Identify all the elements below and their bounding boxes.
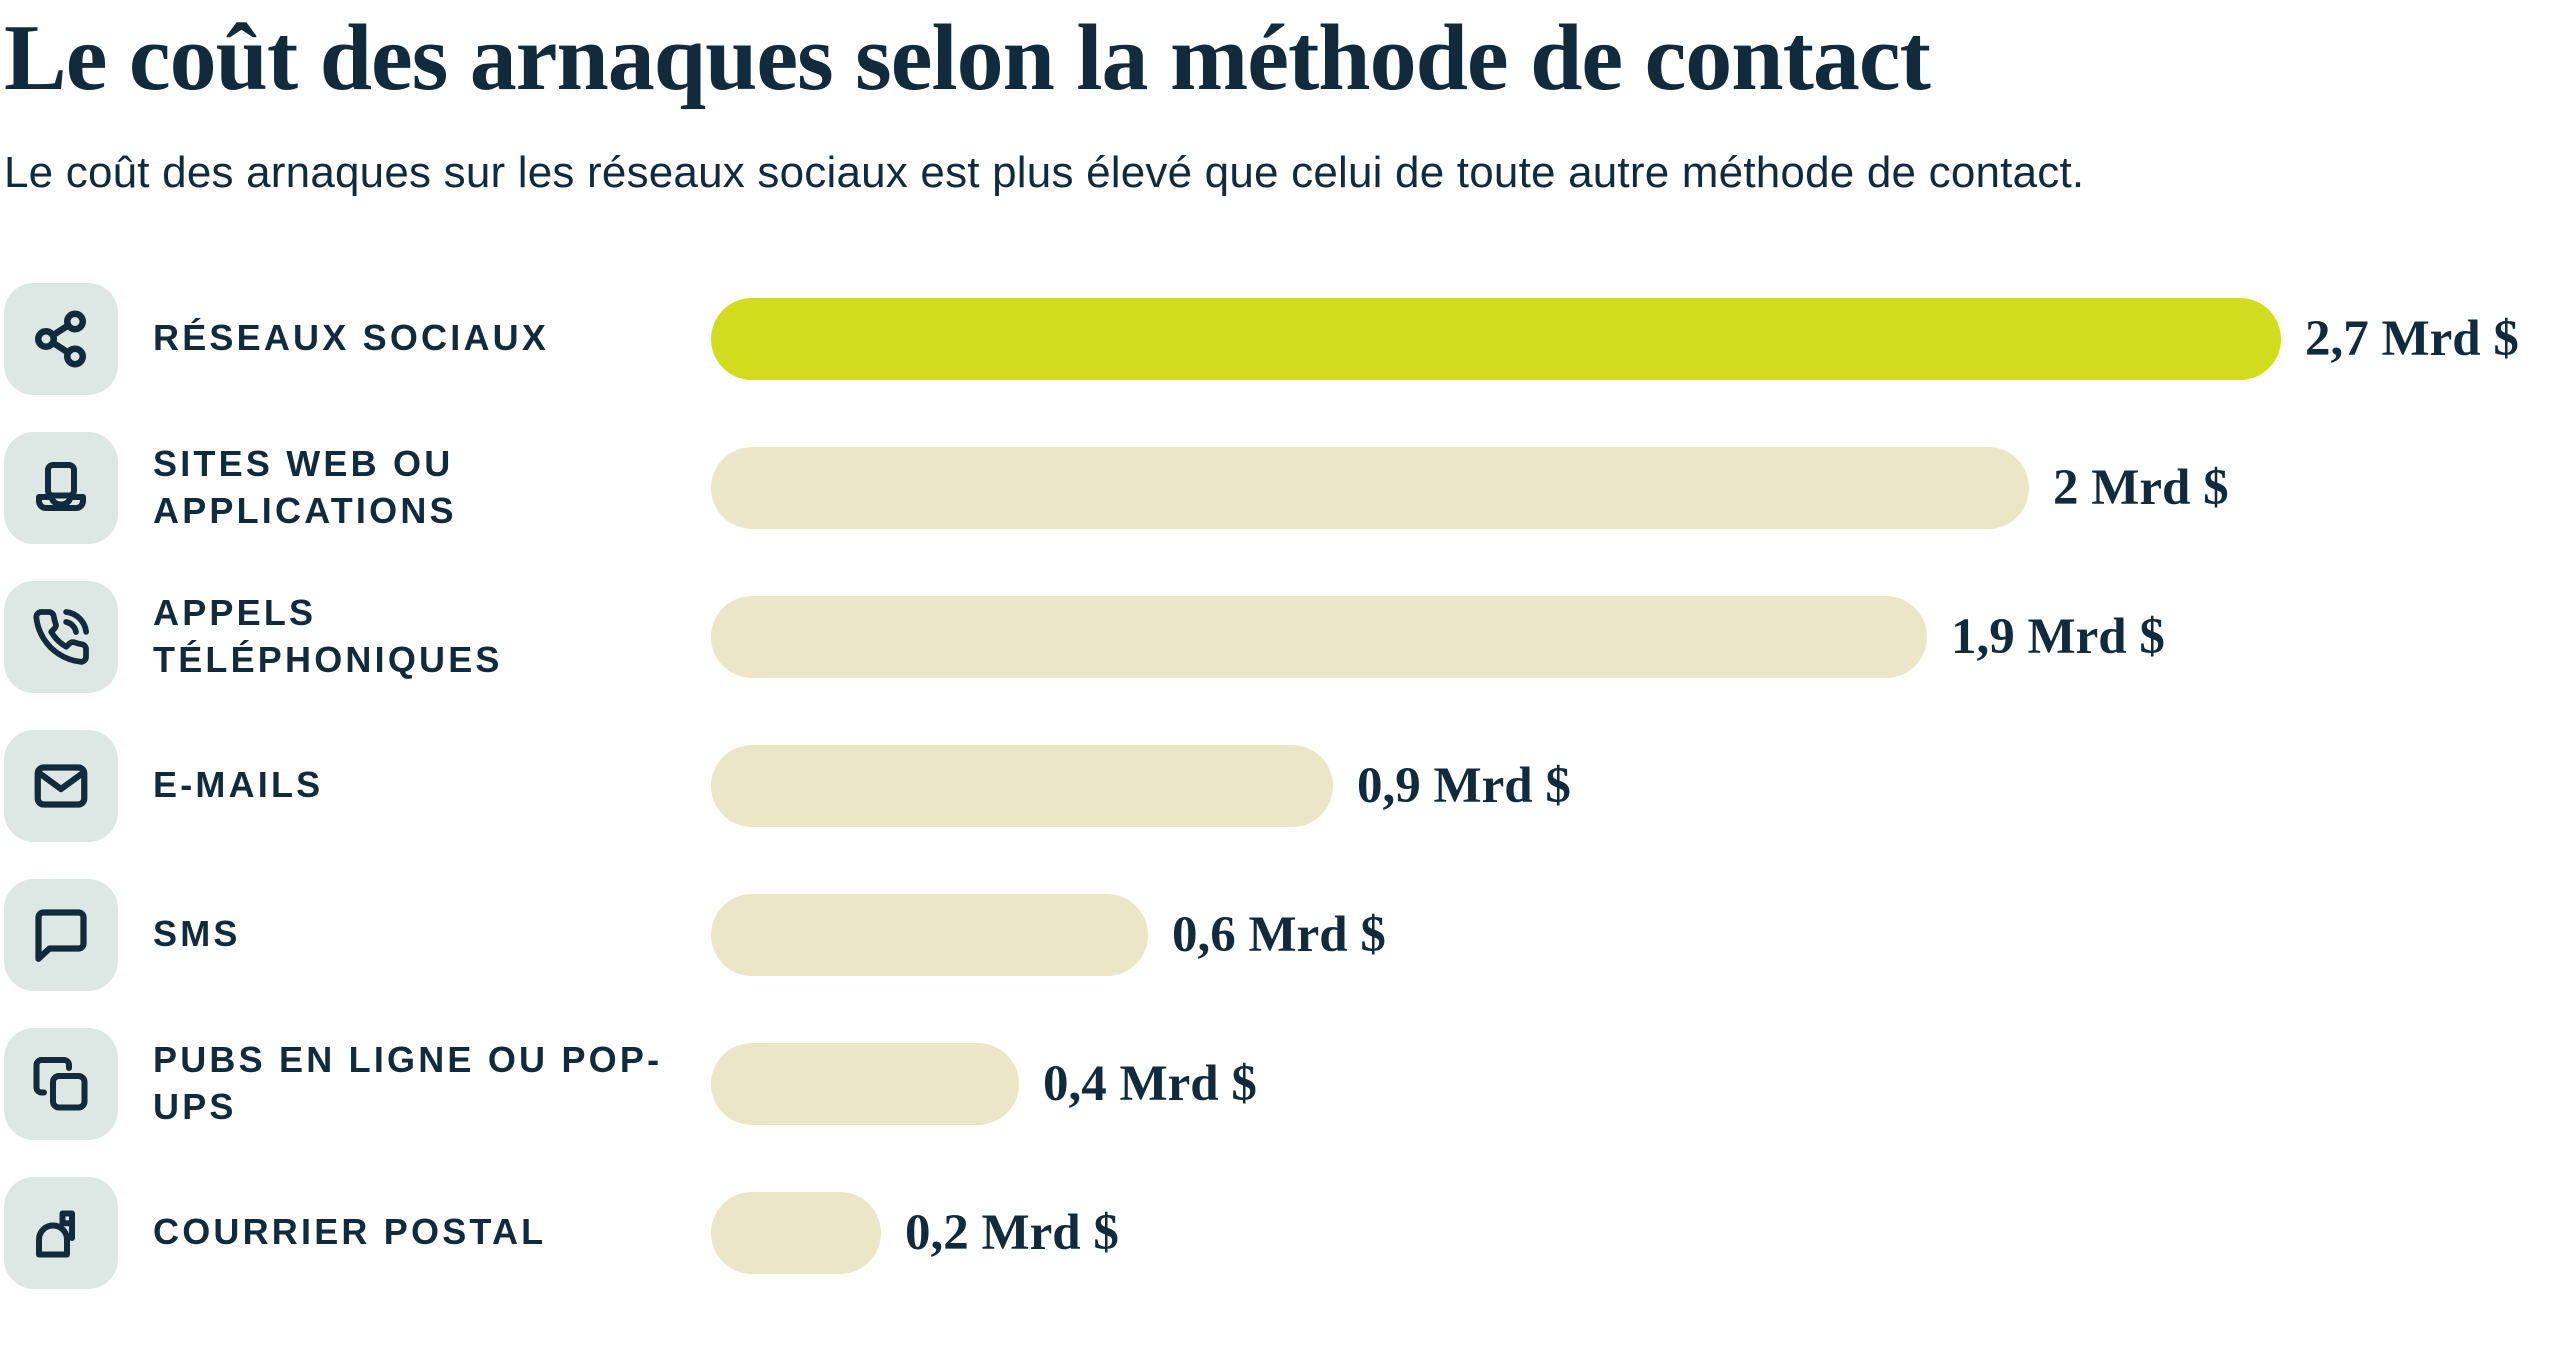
category-label: APPELS TÉLÉPHONIQUES [153, 591, 503, 680]
chart-row-appels: APPELS TÉLÉPHONIQUES 1,9 Mrd $ [4, 562, 2540, 711]
value-label: 0,9 Mrd $ [1357, 757, 1571, 814]
value-label: 2 Mrd $ [2053, 459, 2229, 516]
bar [711, 1191, 881, 1274]
bar-cell: 0,6 Mrd $ [711, 893, 2540, 976]
bar-cell: 2 Mrd $ [711, 446, 2540, 529]
chart-row-pubs: PUBS EN LIGNE OU POP-UPS 0,4 Mrd $ [4, 1009, 2540, 1158]
icon-tile [4, 1027, 118, 1140]
category-label: SMS [153, 913, 241, 955]
bar-cell: 0,9 Mrd $ [711, 744, 2540, 827]
value-label: 0,2 Mrd $ [905, 1204, 1119, 1261]
chart-row-sites-web: SITES WEB OU APPLICATIONS 2 Mrd $ [4, 413, 2540, 562]
icon-tile [4, 431, 118, 544]
icon-tile [4, 1176, 118, 1289]
page-title: Le coût des arnaques selon la méthode de… [4, 6, 1931, 110]
bar-cell: 0,2 Mrd $ [711, 1191, 2540, 1274]
icon-tile [4, 282, 118, 395]
share-icon [35, 310, 86, 368]
bar [711, 1042, 1019, 1125]
bar-chart: RÉSEAUX SOCIAUX 2,7 Mrd $ SITES WEB OU A… [4, 264, 2540, 1307]
mail-icon [34, 764, 88, 808]
category-label: SITES WEB OU APPLICATIONS [153, 442, 457, 531]
bar-cell: 0,4 Mrd $ [711, 1042, 2540, 1125]
overlapping-windows-icon [33, 1056, 88, 1111]
value-label: 0,6 Mrd $ [1172, 906, 1386, 963]
bar [711, 744, 1333, 827]
chat-bubble-icon [35, 909, 87, 962]
category-label: COURRIER POSTAL [153, 1211, 547, 1253]
chart-row-emails: E-MAILS 0,9 Mrd $ [4, 711, 2540, 860]
laptop-icon [36, 461, 86, 511]
value-label: 2,7 Mrd $ [2305, 310, 2519, 367]
chart-row-courrier: COURRIER POSTAL 0,2 Mrd $ [4, 1158, 2540, 1307]
icon-tile [4, 580, 118, 693]
icon-tile [4, 878, 118, 991]
bar [711, 595, 1927, 678]
category-label: RÉSEAUX SOCIAUX [153, 317, 550, 359]
chart-row-sms: SMS 0,6 Mrd $ [4, 860, 2540, 1009]
bar [711, 297, 2281, 380]
bar [711, 446, 2029, 529]
category-label: E-MAILS [153, 764, 324, 806]
chart-row-reseaux-sociaux: RÉSEAUX SOCIAUX 2,7 Mrd $ [4, 264, 2540, 413]
bar [711, 893, 1148, 976]
category-label: PUBS EN LIGNE OU POP-UPS [153, 1038, 663, 1127]
value-label: 1,9 Mrd $ [1951, 608, 2165, 665]
phone-call-icon [33, 608, 89, 665]
chart-subtitle: Le coût des arnaques sur les réseaux soc… [4, 148, 2085, 198]
bar-cell: 1,9 Mrd $ [711, 595, 2540, 678]
icon-tile [4, 729, 118, 842]
mailbox-icon [36, 1210, 75, 1258]
value-label: 0,4 Mrd $ [1043, 1055, 1257, 1112]
bar-cell: 2,7 Mrd $ [711, 297, 2540, 380]
